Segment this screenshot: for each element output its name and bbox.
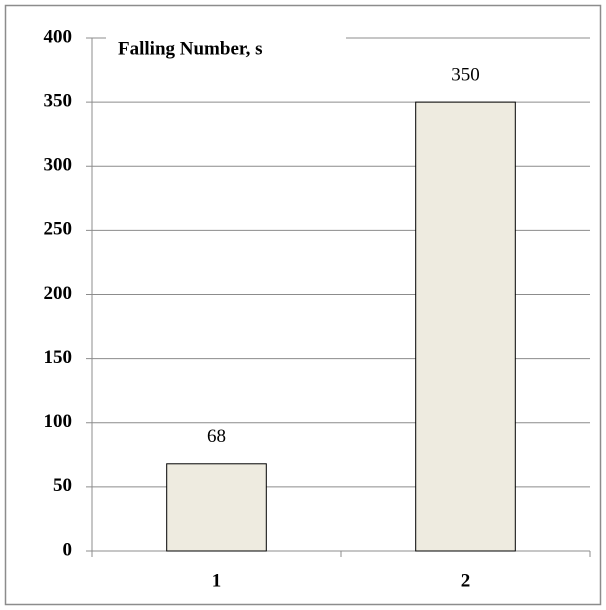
marks [166,101,516,552]
data-label: 68 [207,426,226,447]
x-tick-label: 1 [212,570,222,591]
bar [166,463,267,552]
y-tick-label: 100 [44,411,73,432]
y-tick-label: 400 [44,26,73,47]
y-tick-label: 200 [44,283,73,304]
data-label: 350 [451,64,480,85]
y-tick-label: 50 [53,475,72,496]
title-background [106,28,346,72]
chart-title: Falling Number, s [118,38,262,59]
y-tick-label: 300 [44,155,73,176]
y-tick-label: 250 [44,219,73,240]
x-tick-label: 2 [461,570,471,591]
y-tick-label: 150 [44,347,73,368]
bar [415,101,516,552]
y-tick-label: 350 [44,90,73,111]
y-tick-label: 0 [63,539,73,560]
